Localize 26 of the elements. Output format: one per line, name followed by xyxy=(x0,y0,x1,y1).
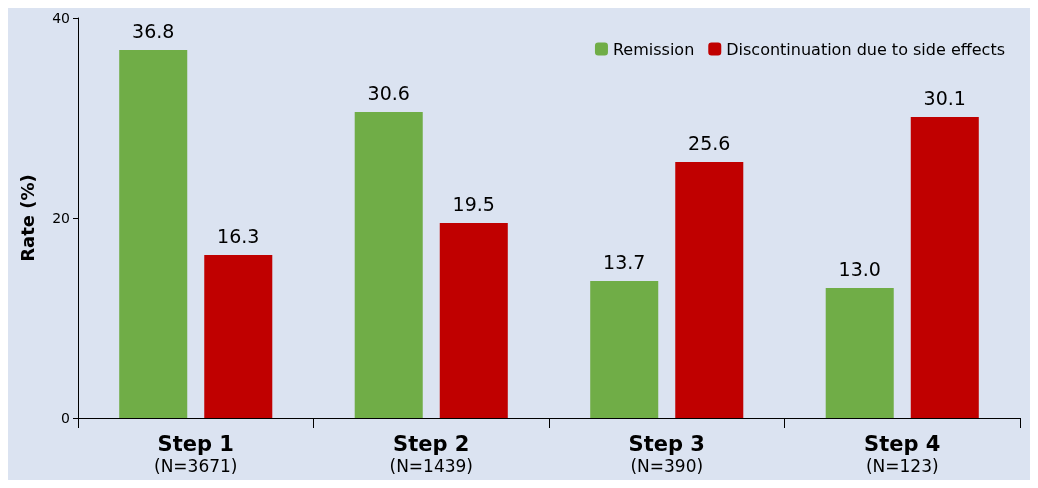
x-tick-label: Step 4 (N=123) xyxy=(864,432,941,476)
legend-label: Discontinuation due to side effects xyxy=(726,39,1006,59)
text: 13.7 xyxy=(603,250,646,273)
bar xyxy=(439,223,508,418)
text: 30.6 xyxy=(367,81,410,104)
bar xyxy=(119,50,188,418)
bar xyxy=(675,162,744,418)
x-tick-label: Step 2 (N=1439) xyxy=(389,432,473,476)
bar xyxy=(825,288,894,418)
text: 19.5 xyxy=(452,192,495,215)
y-tick-label: 0 xyxy=(61,410,70,426)
text: 30.1 xyxy=(923,86,966,109)
bar xyxy=(204,255,273,418)
y-tick-label: 20 xyxy=(52,210,70,226)
y-tick-label: 40 xyxy=(52,10,70,26)
text: 16.3 xyxy=(217,224,260,247)
text: 13.0 xyxy=(838,257,881,280)
bar xyxy=(910,117,979,418)
y-axis-title: Rate (%) xyxy=(16,174,38,262)
legend-label: Remission xyxy=(612,39,695,59)
text: 36.8 xyxy=(132,19,175,42)
bar xyxy=(590,281,659,418)
x-tick-label: Step 1 (N=3671) xyxy=(154,432,238,476)
bar xyxy=(354,112,423,418)
x-tick-label: Step 3 (N=390) xyxy=(628,432,705,476)
text: 25.6 xyxy=(688,131,731,154)
